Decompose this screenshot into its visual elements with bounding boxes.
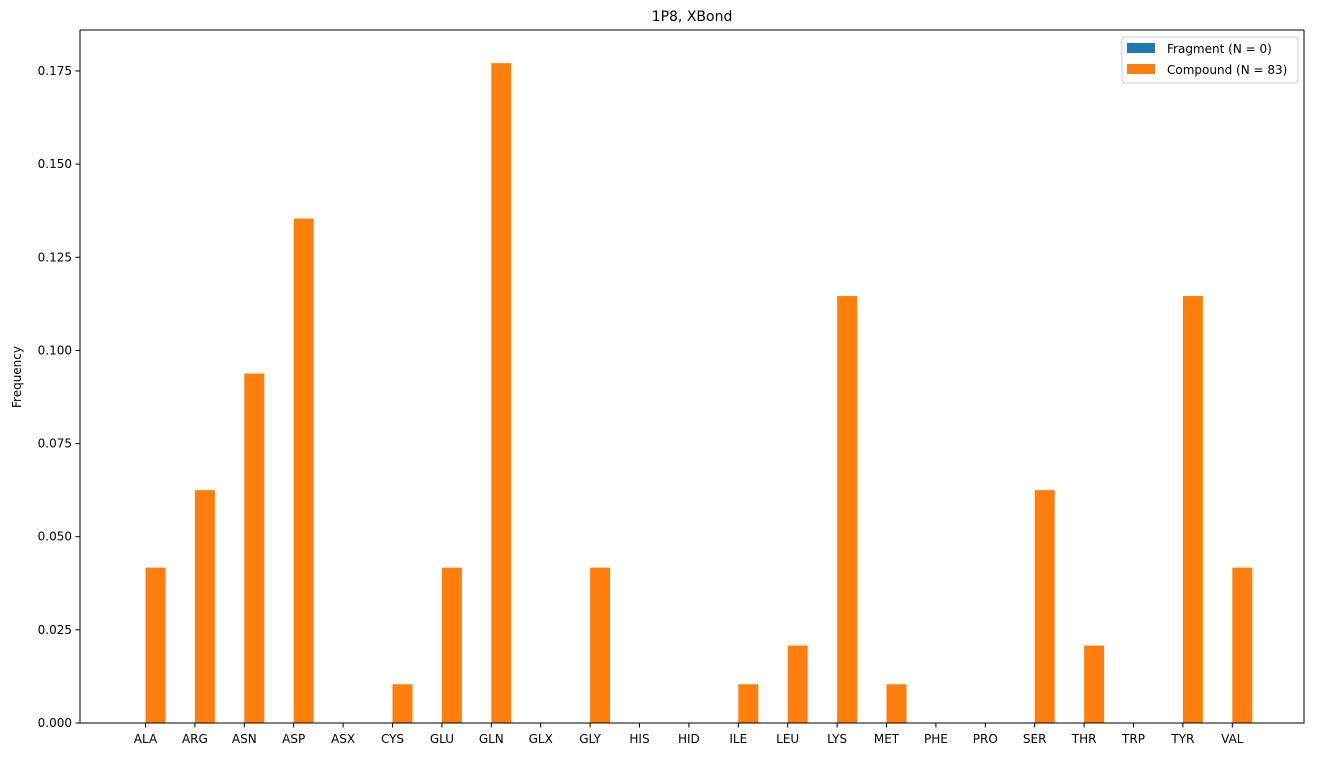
bar-compound-gly (590, 567, 611, 723)
x-tick-label-val: VAL (1221, 732, 1244, 746)
y-tick-label: 0.175 (38, 64, 72, 78)
x-tick-label-met: MET (874, 732, 900, 746)
x-tick-label-arg: ARG (182, 732, 208, 746)
bar-compound-asn (244, 373, 265, 723)
x-tick-label-glu: GLU (430, 732, 454, 746)
legend-box (1121, 36, 1299, 84)
bar-compound-ala (145, 567, 166, 723)
x-tick-label-asx: ASX (331, 732, 355, 746)
y-tick-label: 0.150 (38, 157, 72, 171)
x-tick-label-lys: LYS (827, 732, 847, 746)
x-tick-label-ile: ILE (729, 732, 747, 746)
bar-compound-gln (491, 63, 512, 724)
bar-compound-met (886, 684, 907, 723)
x-tick-label-pro: PRO (973, 732, 998, 746)
x-tick-label-glx: GLX (529, 732, 553, 746)
y-tick-label: 0.100 (38, 343, 72, 357)
x-tick-label-tyr: TYR (1170, 732, 1194, 746)
legend-label-compound: Compound (N = 83) (1167, 63, 1287, 77)
y-tick-label: 0.025 (38, 623, 72, 637)
x-tick-label-ala: ALA (134, 732, 158, 746)
bar-compound-leu (787, 645, 808, 723)
bar-compound-ser (1034, 490, 1055, 723)
x-tick-label-asn: ASN (232, 732, 257, 746)
plot-frame (79, 29, 1305, 724)
x-tick-label-phe: PHE (924, 732, 948, 746)
bar-compound-lys (837, 296, 858, 723)
legend: Fragment (N = 0) Compound (N = 83) (1121, 36, 1299, 84)
x-tick-label-thr: THR (1071, 732, 1097, 746)
y-tick-label: 0.050 (38, 530, 72, 544)
y-tick-label: 0.075 (38, 437, 72, 451)
bar-compound-ile (738, 684, 759, 723)
x-tick-label-ser: SER (1023, 732, 1047, 746)
legend-label-fragment: Fragment (N = 0) (1167, 42, 1272, 56)
legend-swatch-fragment (1127, 43, 1155, 53)
bar-compound-tyr (1182, 296, 1203, 723)
legend-swatch-compound (1127, 64, 1155, 74)
bar-compound-arg (194, 490, 215, 723)
bar-compound-thr (1084, 645, 1105, 723)
y-tick-label: 0.125 (38, 250, 72, 264)
x-tick-label-gly: GLY (579, 732, 601, 746)
y-tick-label: 0.000 (38, 716, 72, 730)
x-tick-label-cys: CYS (381, 732, 404, 746)
y-axis: 0.000 0.025 0.050 0.075 0.100 0.125 0.150 0.175 (38, 64, 80, 730)
y-axis-label: Frequency (10, 346, 24, 408)
x-axis: ALA ARG ASN ASP ASX CYS GLU GLN GLX GLY HIS HID ILE L… (134, 723, 1244, 746)
x-tick-label-leu: LEU (776, 732, 799, 746)
bar-compound-asp (293, 218, 314, 723)
bars-layer (145, 63, 1253, 724)
x-tick-label-gln: GLN (479, 732, 504, 746)
x-tick-label-hid: HID (678, 732, 700, 746)
x-tick-label-asp: ASP (282, 732, 305, 746)
bar-compound-glu (441, 567, 462, 723)
x-tick-label-his: HIS (629, 732, 649, 746)
x-tick-label-trp: TRP (1121, 732, 1145, 746)
chart-title: 1P8, XBond (652, 9, 733, 25)
bar-compound-val (1232, 567, 1253, 723)
bar-compound-cys (392, 684, 413, 723)
